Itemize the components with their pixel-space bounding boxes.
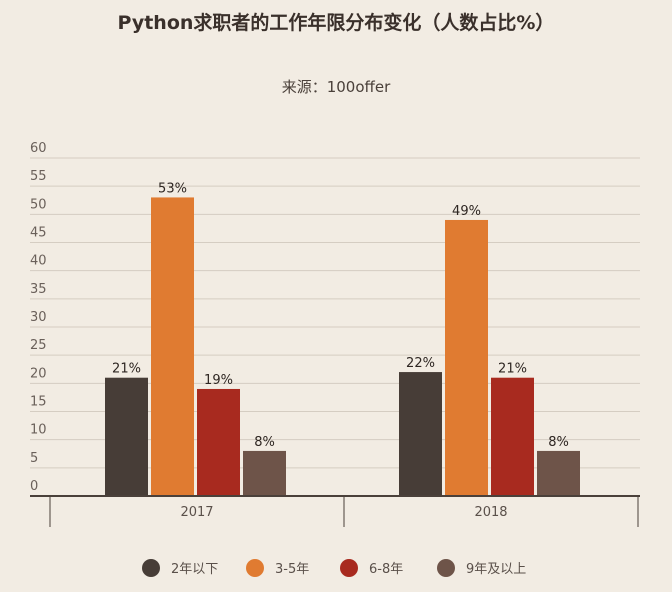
bars: 21% 53% 19% 8% 22% 49% 21% 8% [105, 181, 580, 496]
y-tick-label: 60 [30, 141, 47, 156]
y-tick-label: 50 [30, 197, 47, 212]
y-tick-label: 25 [30, 338, 47, 353]
y-tick-label: 15 [30, 395, 47, 410]
chart-subtitle: 来源：100offer [282, 78, 391, 96]
bar-2018-0 [399, 372, 442, 496]
y-tick-label: 30 [30, 310, 47, 325]
data-label: 49% [452, 204, 481, 219]
data-label: 21% [112, 362, 141, 377]
legend-marker [142, 559, 160, 577]
y-tick-label: 55 [30, 169, 47, 184]
data-label: 53% [158, 181, 187, 196]
y-tick-label: 40 [30, 254, 47, 269]
legend-label: 6-8年 [369, 562, 403, 577]
legend-marker [437, 559, 455, 577]
bar-2017-1 [151, 197, 194, 496]
y-tick-label: 20 [30, 366, 47, 381]
legend-marker [340, 559, 358, 577]
legend-label: 3-5年 [275, 562, 309, 577]
legend-marker [246, 559, 264, 577]
y-tick-label: 35 [30, 282, 47, 297]
legend: 2年以下 3-5年 6-8年 9年及以上 [142, 559, 526, 577]
bar-2018-2 [491, 377, 534, 496]
x-axis: 2017 2018 [30, 495, 640, 527]
y-tick-label: 45 [30, 226, 47, 241]
y-axis-ticks: 0 5 10 15 20 25 30 35 40 45 50 55 60 [30, 141, 47, 494]
data-label: 8% [254, 435, 275, 450]
bar-2017-2 [197, 388, 240, 496]
y-tick-label: 5 [30, 451, 38, 466]
y-tick-label: 0 [30, 479, 38, 494]
bar-2018-1 [445, 219, 488, 496]
x-tick-label: 2018 [474, 505, 507, 520]
legend-label: 9年及以上 [466, 562, 526, 577]
data-label: 22% [406, 356, 435, 371]
data-label: 21% [498, 362, 527, 377]
bar-2017-0 [105, 377, 148, 496]
chart-title: Python求职者的工作年限分布变化（人数占比%） [118, 11, 555, 34]
x-tick-label: 2017 [180, 505, 213, 520]
y-tick-label: 10 [30, 423, 47, 438]
legend-label: 2年以下 [171, 562, 218, 577]
bar-2017-3 [243, 450, 286, 496]
data-label: 8% [548, 435, 569, 450]
data-label: 19% [204, 373, 233, 388]
bar-2018-3 [537, 450, 580, 496]
